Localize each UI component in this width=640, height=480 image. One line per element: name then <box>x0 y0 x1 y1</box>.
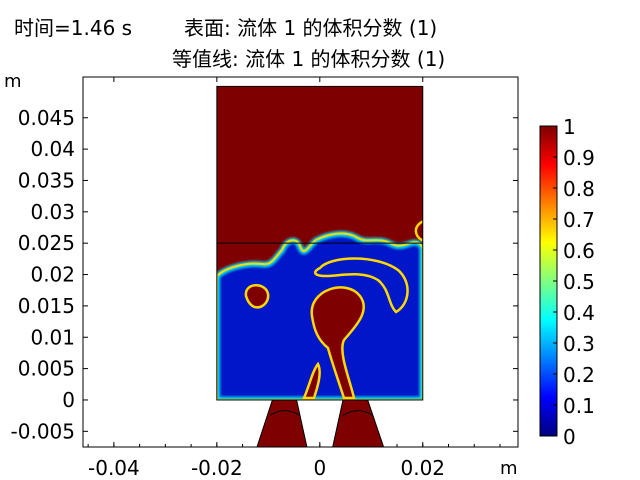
y-tick-label: 0.03 <box>30 200 75 224</box>
tank-border <box>216 85 424 401</box>
nozzle-right-arc <box>342 410 374 417</box>
y-tick-label: 0.005 <box>18 357 75 381</box>
nozzle-left <box>256 399 308 448</box>
axis-ticks: -0.005 0 0.005 0.01 0.015 0.02 0.025 0.03 0.035 0… <box>11 106 446 480</box>
x-tick-label: 0 <box>313 456 326 480</box>
colorbar-tick-label: 0.8 <box>563 177 595 201</box>
y-tick-label: 0.01 <box>30 325 75 349</box>
colorbar-tick-label: 1 <box>563 115 576 139</box>
x-tick-label: 0.02 <box>400 456 445 480</box>
time-label: 时间=1.46 s <box>14 16 133 40</box>
field-domain <box>216 85 424 448</box>
colorbar-tick-label: 0.2 <box>563 363 595 387</box>
x-axis-unit: m <box>500 458 518 479</box>
colorbar-tick-label: 0.7 <box>563 208 595 232</box>
surface-title: 表面: 流体 1 的体积分数 (1) <box>184 16 438 40</box>
colorbar-tick-label: 0.3 <box>563 332 595 356</box>
y-tick-label: 0.025 <box>18 231 75 255</box>
red-plume <box>302 286 365 400</box>
x-tick-label: -0.04 <box>88 456 140 480</box>
colorbar-tick-label: 0.5 <box>563 270 595 294</box>
contour-subtitle: 等值线: 流体 1 的体积分数 (1) <box>172 47 446 71</box>
y-axis-unit: m <box>4 71 22 92</box>
blue-arm-region <box>313 257 409 314</box>
tank-lower-phase-group <box>216 220 423 400</box>
colorbar-tick-label: 0.4 <box>563 301 595 325</box>
y-tick-label: 0.045 <box>18 106 75 130</box>
nozzle-right <box>332 399 385 448</box>
y-tick-label: 0.04 <box>30 137 75 161</box>
y-tick-label: 0.02 <box>30 263 75 287</box>
colorbar: 0 0.1 0.2 0.3 0.4 0.5 0.6 0.7 0.8 0.9 1 <box>539 115 595 449</box>
colorbar-tick-label: 0.1 <box>563 394 595 418</box>
colorbar-tick-label: 0.9 <box>563 146 595 170</box>
y-tick-label: 0 <box>62 388 75 412</box>
y-tick-label: -0.005 <box>11 419 75 443</box>
x-tick-label: -0.02 <box>191 456 243 480</box>
y-tick-label: 0.035 <box>18 168 75 192</box>
colorbar-ticks: 0 0.1 0.2 0.3 0.4 0.5 0.6 0.7 0.8 0.9 1 <box>553 115 595 449</box>
red-droplet-left <box>244 284 270 309</box>
colorbar-tick-label: 0.6 <box>563 239 595 263</box>
y-tick-label: 0.015 <box>18 294 75 318</box>
colorbar-tick-label: 0 <box>563 425 576 449</box>
nozzle-left-arc <box>269 410 301 417</box>
red-droplet-right <box>414 220 423 242</box>
